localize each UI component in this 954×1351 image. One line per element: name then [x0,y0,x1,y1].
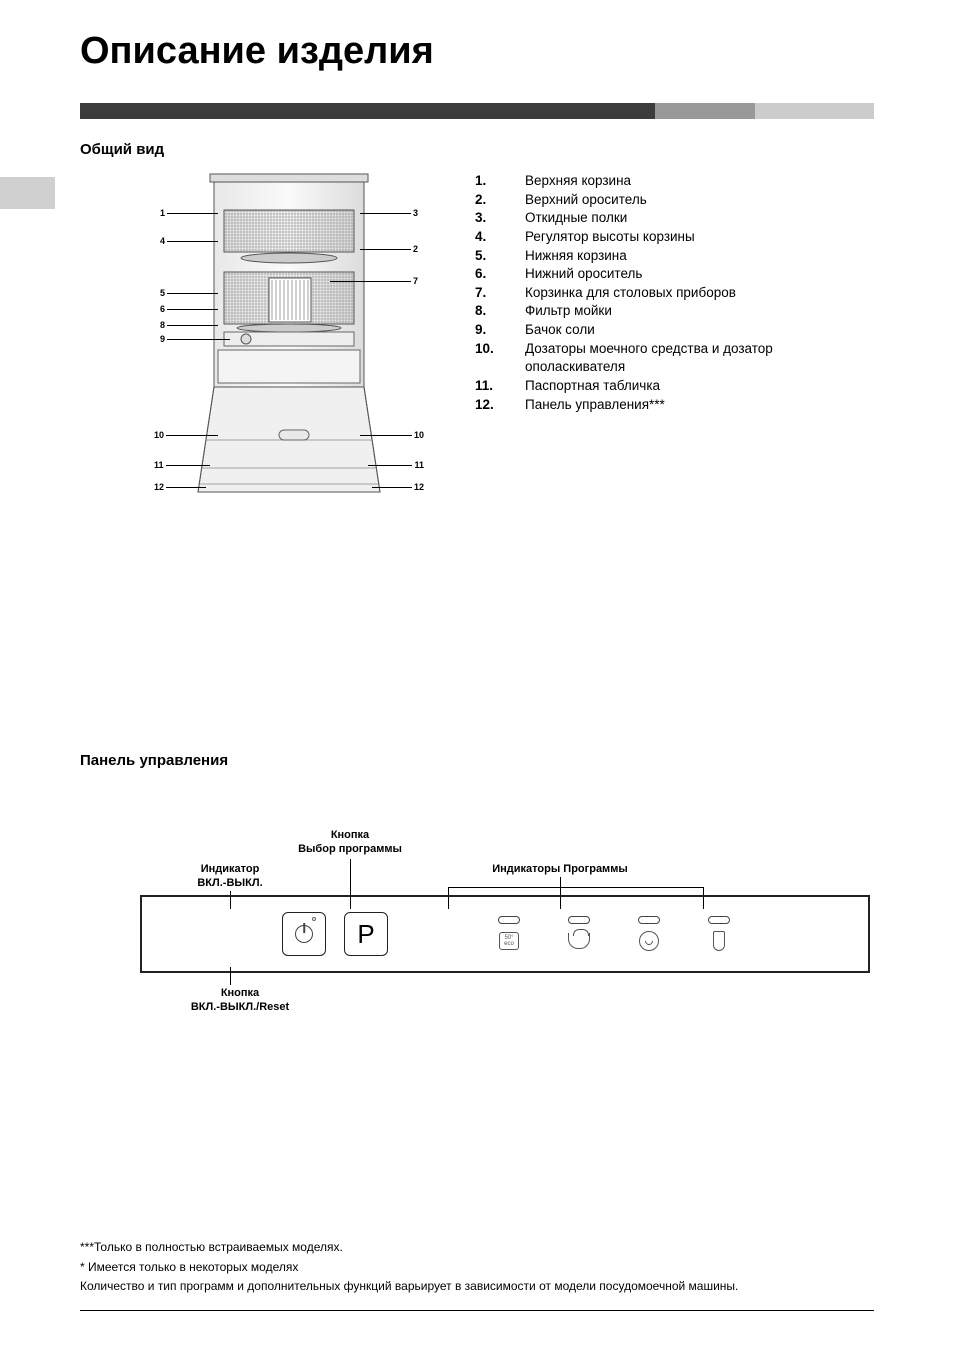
part-label: Бачок соли [525,321,874,340]
callout-3: 3 [411,208,420,218]
callout-1: 1 [158,208,167,218]
program-indicator-normal [628,916,670,952]
part-num: 12. [475,396,525,415]
footnotes: ***Только в полностью встраиваемых модел… [80,1238,874,1311]
part-num: 8. [475,302,525,321]
callout-12r: 12 [412,482,426,492]
part-num: 9. [475,321,525,340]
part-label: Фильтр мойки [525,302,874,321]
footnote-3: Количество и тип программ и дополнительн… [80,1277,874,1296]
part-label: Корзинка для столовых приборов [525,284,874,303]
footnote-1: ***Только в полностью встраиваемых модел… [80,1238,874,1257]
part-label: Верхняя корзина [525,172,874,191]
program-indicator-eco: 50° eco [488,916,530,952]
program-indicator-glass [698,916,740,952]
dishwasher-diagram: 1 4 5 6 8 9 10 [80,172,425,502]
panel-heading: Панель управления [80,752,874,769]
power-button[interactable] [282,912,326,956]
callout-10r: 10 [412,430,426,440]
callout-11r: 11 [412,460,426,470]
callout-10l: 10 [152,430,166,440]
program-select-button[interactable]: P [344,912,388,956]
pot-icon [568,933,590,949]
part-label: Нижняя корзина [525,247,874,266]
part-num: 1. [475,172,525,191]
part-num: 10. [475,340,525,377]
program-indicator-intensive [558,916,600,952]
label-onoff-reset: Кнопка ВКЛ.-ВЫКЛ./Reset [160,987,320,1015]
part-num: 5. [475,247,525,266]
glass-icon [713,931,725,951]
part-label: Откидные полки [525,209,874,228]
power-icon [295,925,313,943]
part-num: 6. [475,265,525,284]
plate-icon [639,931,659,951]
header-bar [80,103,874,119]
eco-icon: 50° eco [499,932,519,950]
label-program-indicators: Индикаторы Программы [450,863,670,877]
part-label: Нижний ороситель [525,265,874,284]
page-title: Описание изделия [80,30,874,73]
part-label: Верхний ороситель [525,191,874,210]
callout-8: 8 [158,320,167,330]
part-label: Паспортная табличка [525,377,874,396]
side-tab [0,177,55,209]
callout-6: 6 [158,304,167,314]
parts-list: 1.Верхняя корзина 2.Верхний ороситель 3.… [475,172,874,502]
callout-12l: 12 [152,482,166,492]
part-label: Регулятор высоты корзины [525,228,874,247]
part-num: 2. [475,191,525,210]
p-letter: P [357,919,374,950]
part-label: Дозаторы моечного средства и дозатор опо… [525,340,874,377]
footnote-2: * Имеется только в некоторых моделях [80,1258,874,1277]
part-label: Панель управления*** [525,396,874,415]
part-num: 3. [475,209,525,228]
callout-4: 4 [158,236,167,246]
part-num: 4. [475,228,525,247]
callout-9: 9 [158,334,167,344]
part-num: 11. [475,377,525,396]
control-panel-diagram: Кнопка Выбор программы Индикатор ВКЛ.-ВЫ… [140,829,870,1019]
callout-7: 7 [411,276,420,286]
overview-heading: Общий вид [80,141,874,158]
callout-5: 5 [158,288,167,298]
control-panel-body: P 50° eco [140,895,870,973]
part-num: 7. [475,284,525,303]
label-program-button: Кнопка Выбор программы [270,829,430,857]
callout-11l: 11 [152,460,166,470]
label-onoff-indicator: Индикатор ВКЛ.-ВЫКЛ. [170,863,290,891]
callout-2: 2 [411,244,420,254]
